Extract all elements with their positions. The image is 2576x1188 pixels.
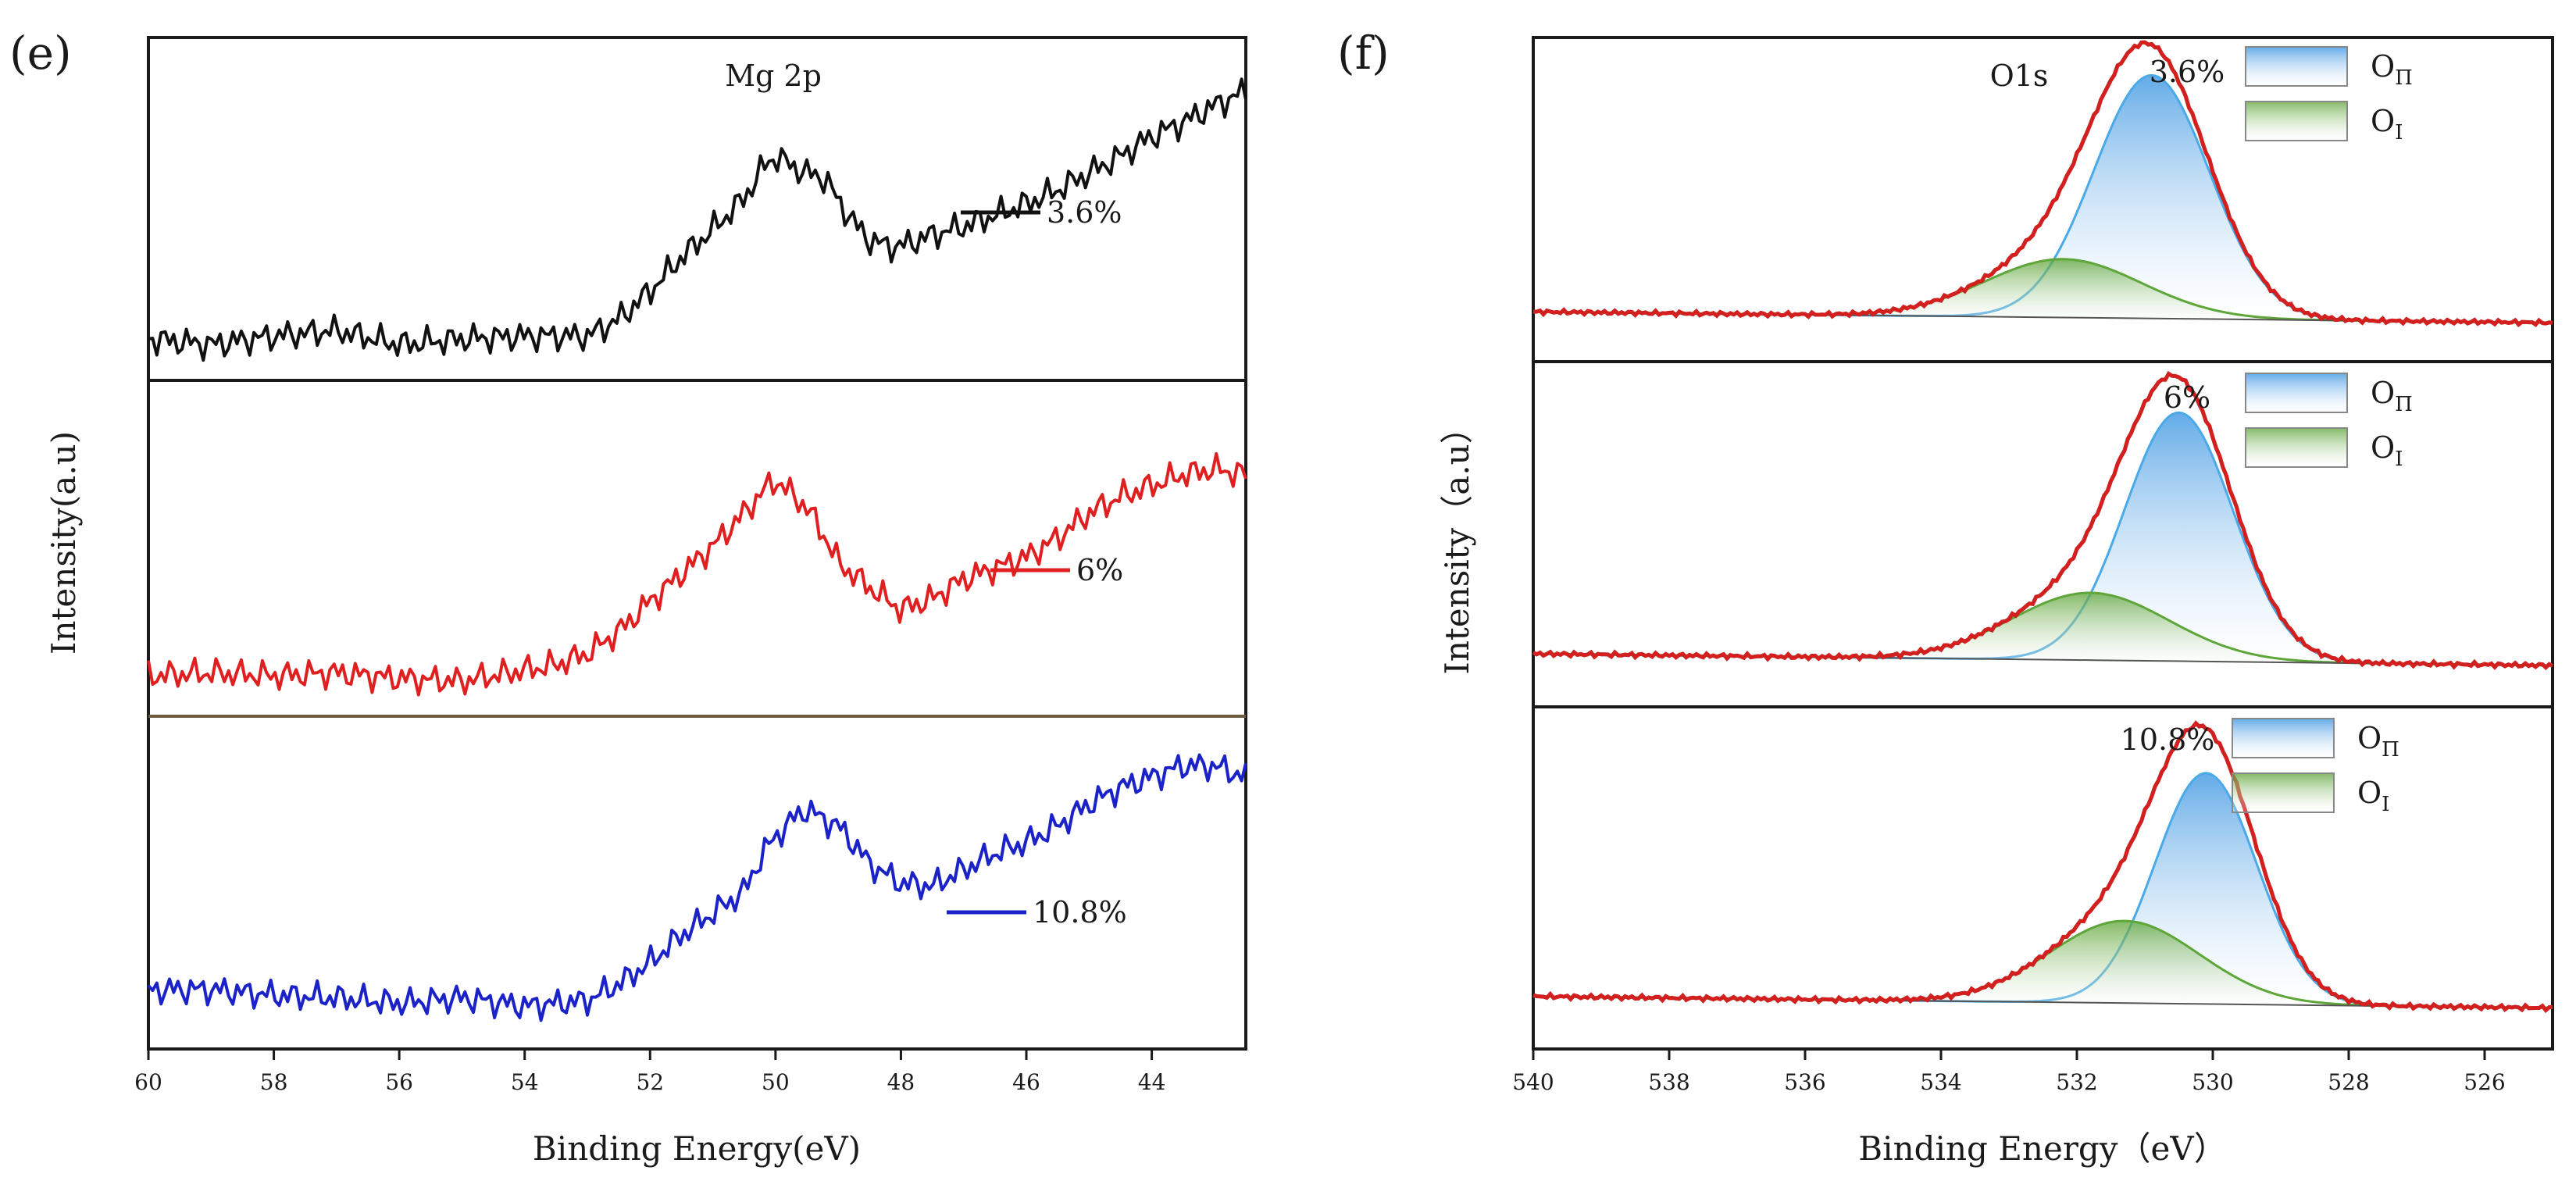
x-axis-label-f: Binding Energy（eV） <box>1858 1129 2226 1168</box>
x-ticks-f: 540 538 536 534 532 530 528 526 <box>1512 1049 2506 1095</box>
series-group-e <box>147 77 1247 1022</box>
legend-label-o-i: OI <box>2371 430 2403 471</box>
legend-label-o-pi: OΠ <box>2371 376 2413 416</box>
x-ticks-e: 60 58 56 54 52 50 48 46 44 <box>134 1049 1165 1095</box>
x-tick-label-e: 54 <box>511 1069 539 1095</box>
legend-swatch-o-pi <box>2245 46 2348 87</box>
x-tick-label-e: 58 <box>260 1069 288 1095</box>
x-tick-label-f: 526 <box>2464 1069 2505 1095</box>
series-line-10.8% <box>147 753 1247 1022</box>
x-tick-label-f: 534 <box>1920 1069 1961 1095</box>
x-tick-label-e: 60 <box>134 1069 162 1095</box>
legend-label-o-pi: OΠ <box>2357 721 2399 762</box>
x-axis-label-e: Binding Energy(eV) <box>533 1129 861 1168</box>
x-tick-label-f: 536 <box>1784 1069 1825 1095</box>
legend-swatch-o-i <box>2245 427 2348 468</box>
plot-frame-e <box>147 36 1247 1051</box>
component-fill-3.6%-1 <box>1533 259 2553 323</box>
plot-frame-f <box>1532 36 2554 1051</box>
legend-label-10.8%: 10.8% <box>1033 895 1127 929</box>
x-tick-label-f: 540 <box>1512 1069 1554 1095</box>
legend-group-f: 3.6% OΠ OI 6% OΠ OI 10.8% OΠ OI <box>2121 46 2413 816</box>
series-group-f <box>1532 40 2554 1014</box>
legend-label-o-pi: OΠ <box>2371 49 2413 90</box>
legend-label-o-i: OI <box>2371 104 2403 144</box>
title-mg2p: Mg 2p <box>725 59 822 93</box>
x-tick-label-f: 528 <box>2328 1069 2369 1095</box>
envelope-6% <box>1532 370 2554 671</box>
x-tick-label-e: 44 <box>1138 1069 1166 1095</box>
y-axis-label-f: Intensity（a.u） <box>1438 411 1476 674</box>
panel-label-f: (f) <box>1337 27 1390 80</box>
envelope-3.6% <box>1532 40 2553 327</box>
legend-label-6%: 6% <box>1076 553 1123 587</box>
x-tick-label-e: 56 <box>385 1069 413 1095</box>
envelope-10.8% <box>1532 720 2553 1014</box>
component-fill-6%-1 <box>1533 593 2553 665</box>
legend-e: 3.6% 6% 10.8% <box>947 195 1127 929</box>
panel-label-e: (e) <box>9 27 72 80</box>
legend-swatch-o-i <box>2232 772 2335 813</box>
y-axis-label-e: Intensity(a.u) <box>45 431 83 655</box>
x-tick-label-e: 48 <box>887 1069 915 1095</box>
x-tick-label-f: 532 <box>2056 1069 2097 1095</box>
component-fill-10.8%-1 <box>1533 921 2553 1008</box>
legend-label-3.6%: 3.6% <box>1047 195 1122 230</box>
panel-annotation-10.8%: 10.8% <box>2121 722 2215 757</box>
x-tick-label-f: 530 <box>2192 1069 2233 1095</box>
legend-label-o-i: OI <box>2357 776 2389 816</box>
panel-annotation-3.6%: 3.6% <box>2150 55 2225 89</box>
x-tick-label-e: 52 <box>636 1069 664 1095</box>
title-o1s: O1s <box>1990 59 2049 93</box>
panel-f: (f) 3.6% OΠ OI 6% OΠ OI 10.8% OΠ OI O1s 540 538 53… <box>1337 27 2554 1168</box>
legend-swatch-o-pi <box>2245 373 2348 413</box>
x-tick-label-e: 50 <box>762 1069 790 1095</box>
legend-swatch-o-pi <box>2232 718 2335 758</box>
x-tick-label-e: 46 <box>1012 1069 1040 1095</box>
panel-annotation-6%: 6% <box>2164 380 2210 415</box>
x-tick-label-f: 538 <box>1648 1069 1689 1095</box>
legend-swatch-o-i <box>2245 101 2348 141</box>
series-line-3.6% <box>148 77 1247 362</box>
series-line-6% <box>147 451 1247 697</box>
panel-e: (e) 3.6% 6% 10.8% Mg 2p 60 58 56 54 52 50 48 46 44… <box>9 27 1247 1168</box>
